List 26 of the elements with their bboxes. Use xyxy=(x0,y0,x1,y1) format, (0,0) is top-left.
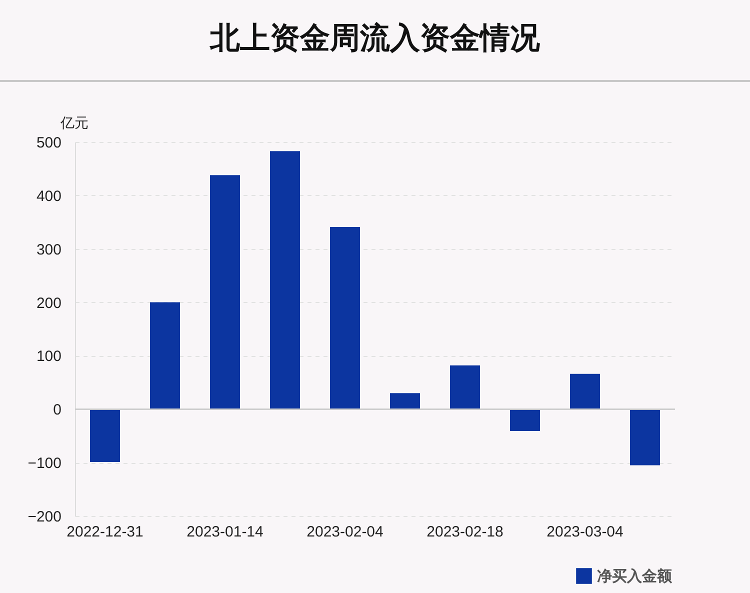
bar xyxy=(270,151,300,410)
y-tick-label: −200 xyxy=(28,508,62,526)
bar xyxy=(210,175,240,410)
bar xyxy=(90,409,120,462)
bar xyxy=(450,365,480,410)
bar xyxy=(570,374,600,410)
y-axis-title: 亿元 xyxy=(60,114,88,130)
legend-label: 净买入金额 xyxy=(597,567,673,585)
y-tick-label: 100 xyxy=(36,348,62,366)
x-tick-label: 2022-12-31 xyxy=(66,524,144,540)
bar xyxy=(510,409,540,432)
y-tick-label: 0 xyxy=(53,402,62,419)
y-tick-label: −100 xyxy=(28,455,62,472)
bar xyxy=(390,393,420,410)
bar xyxy=(330,226,360,410)
y-tick-label: 500 xyxy=(36,134,62,152)
y-tick-label: 300 xyxy=(36,241,62,258)
bar xyxy=(150,302,180,410)
bar xyxy=(630,409,660,466)
y-tick-label: 200 xyxy=(36,294,62,312)
chart-title: 北上资金周流入资金情况 xyxy=(0,0,750,82)
y-tick-label: 400 xyxy=(36,188,62,205)
x-tick-label: 2023-02-18 xyxy=(426,524,504,540)
x-tick-label: 2023-01-14 xyxy=(186,524,264,540)
x-tick-label: 2023-03-04 xyxy=(546,524,624,540)
x-tick-label: 2023-02-04 xyxy=(306,524,384,540)
